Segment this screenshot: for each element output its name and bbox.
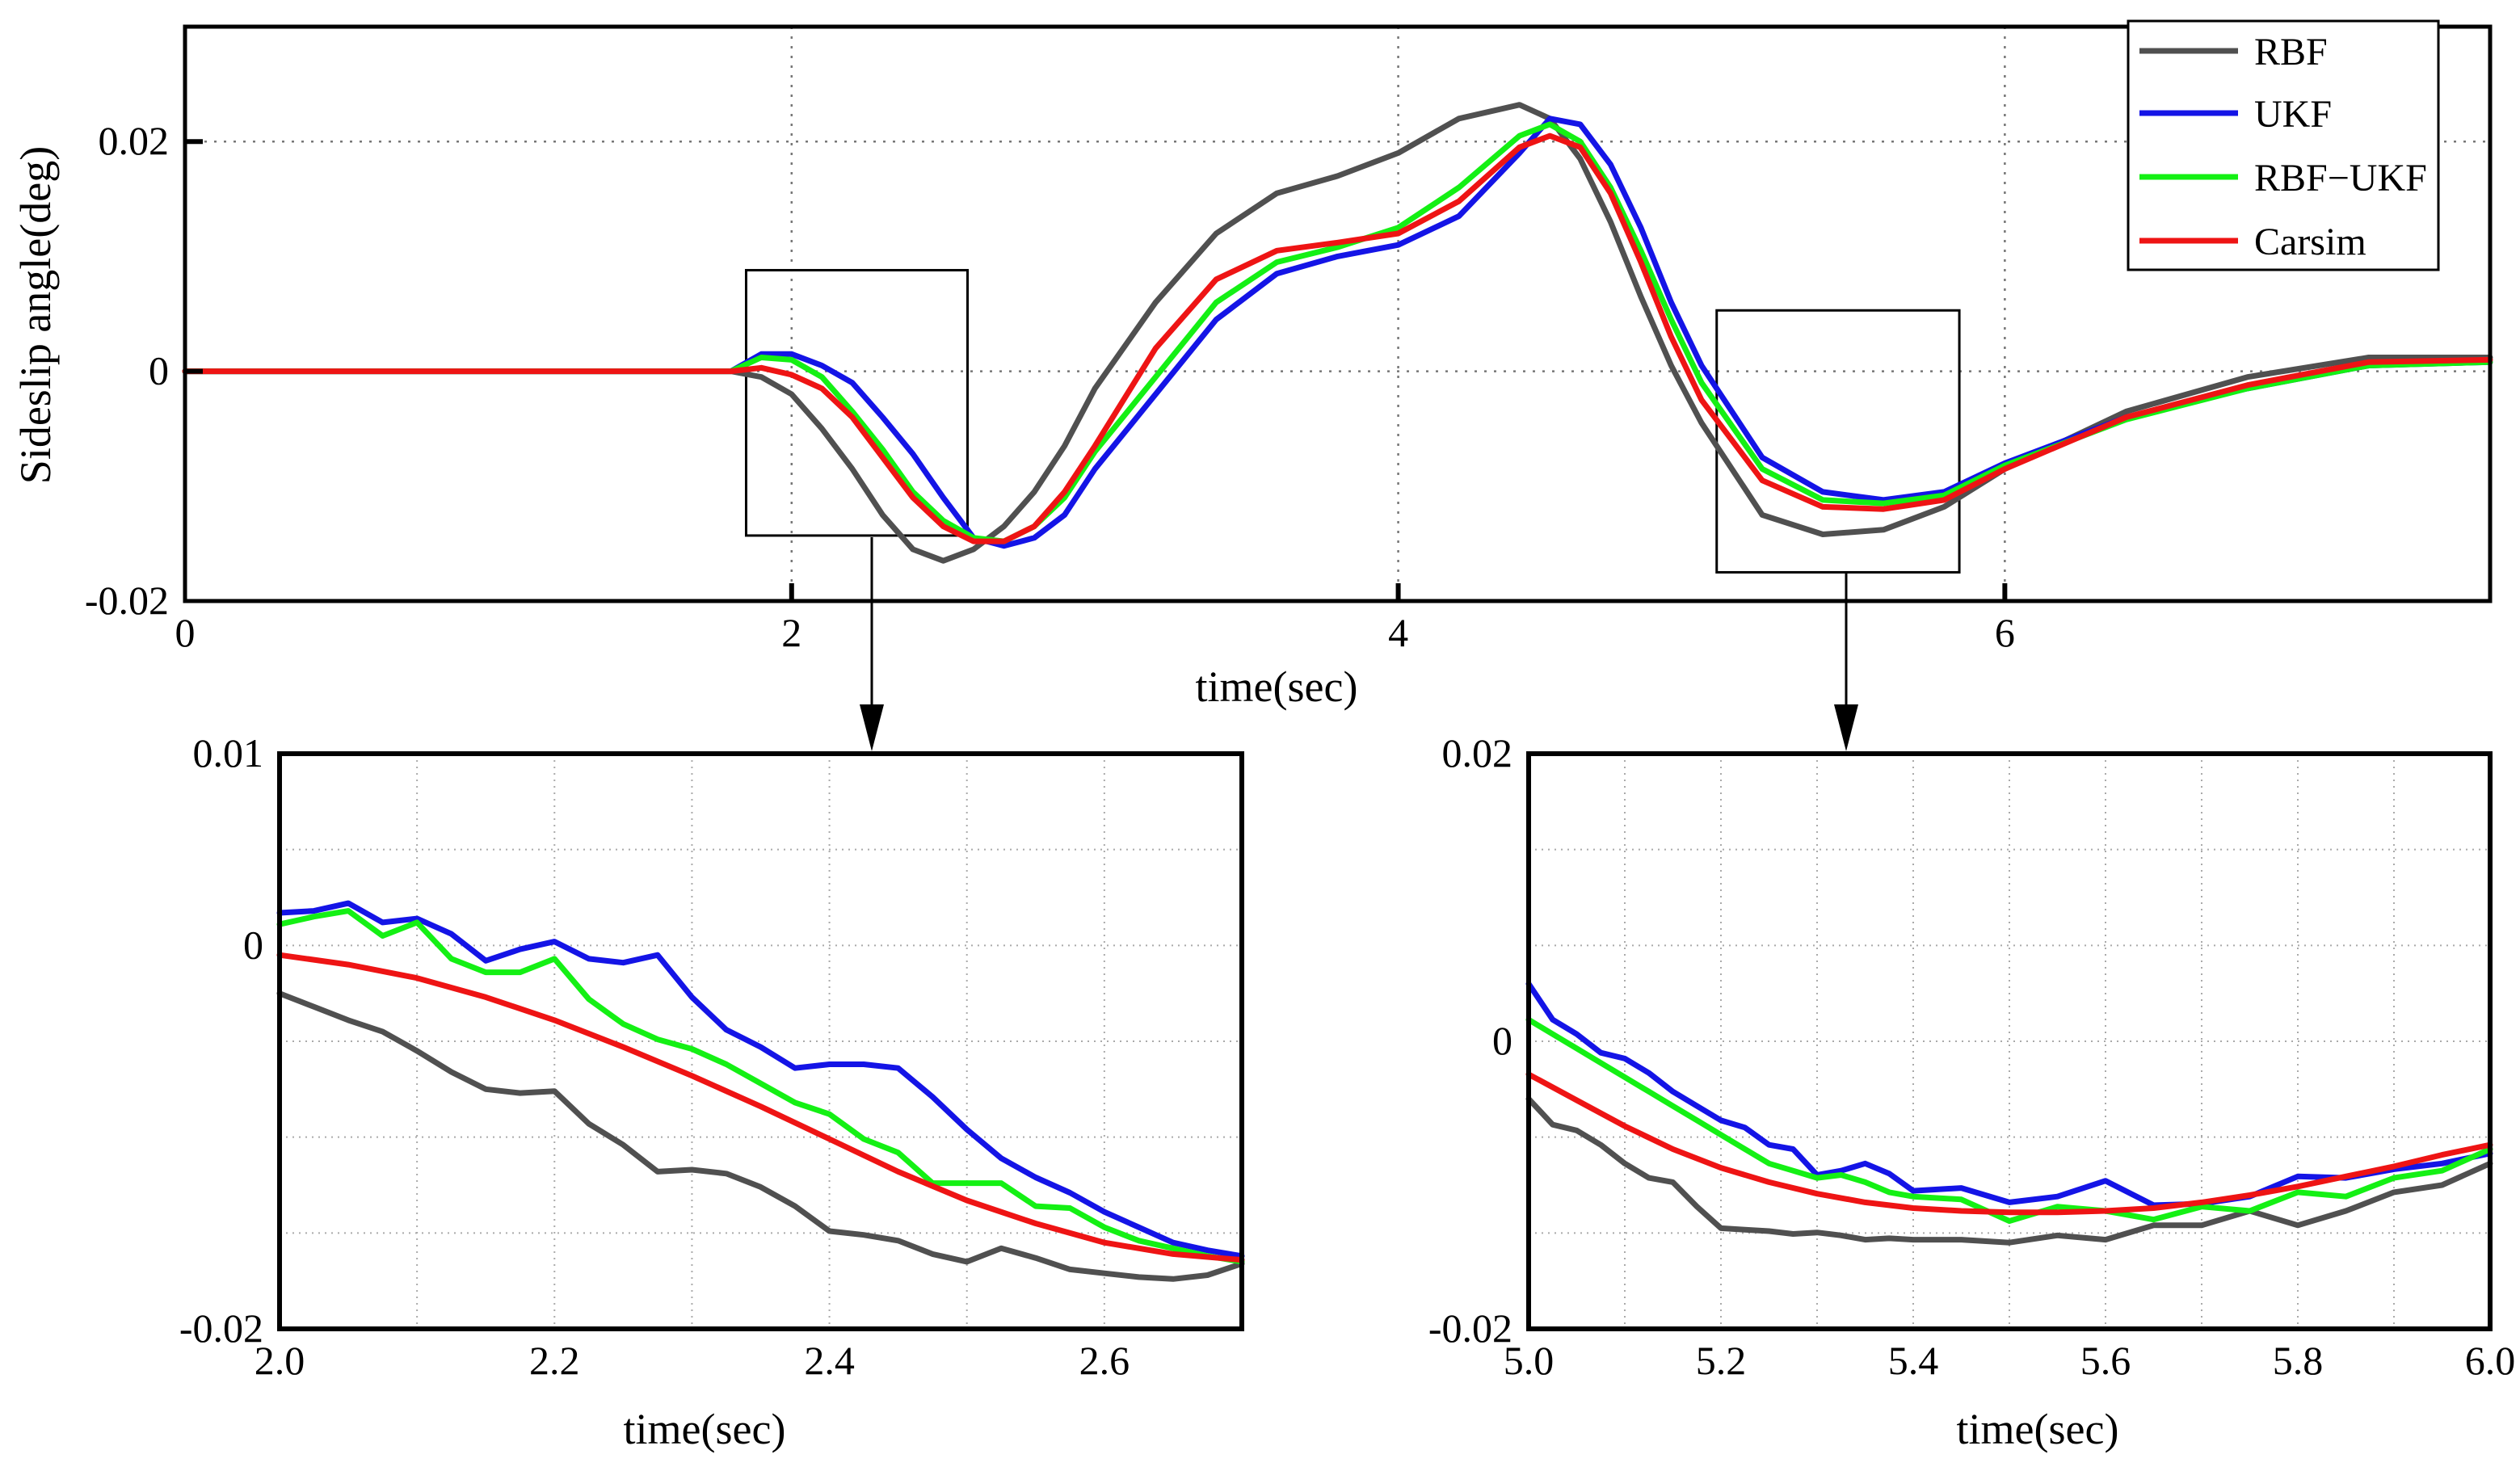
main-series xyxy=(182,102,2493,564)
legend-box xyxy=(2127,19,2440,271)
arrow-head-right xyxy=(1834,704,1858,751)
inset1-xtick-label-1: 2.2 xyxy=(529,1338,580,1383)
main-xtick-label-1: 2 xyxy=(781,610,801,655)
main-xtick-label-0: 0 xyxy=(175,610,196,655)
inset2-xtick-label-4: 5.8 xyxy=(2273,1338,2324,1383)
inset2-plot-frame xyxy=(1526,751,2493,1331)
main-series-rbf xyxy=(182,102,2493,564)
inset1-ticks: 2.0 2.2 2.4 2.6 -0.02 0 0.01 xyxy=(179,730,1130,1383)
inset1-series-carsim xyxy=(276,952,1245,1263)
inset2-ytick-label-0: -0.02 xyxy=(1428,1305,1512,1351)
inset2-series-rbf-ukf xyxy=(1525,1016,2493,1224)
inset2-xtick-label-3: 5.6 xyxy=(2080,1338,2131,1383)
legend-label-rbf-ukf: RBF−UKF xyxy=(2254,157,2427,200)
main-gridlines xyxy=(185,27,2490,601)
inset1-x-axis-label: time(sec) xyxy=(624,1405,786,1453)
inset2-ytick-label-1: 0 xyxy=(1492,1018,1512,1063)
zoom-box-1 xyxy=(744,268,970,537)
inset-panel-5-6s: 5.0 5.2 5.4 5.6 5.8 6.0 -0.02 0 0.02 time(sec) xyxy=(1428,730,2515,1453)
legend-label-carsim: Carsim xyxy=(2254,221,2366,263)
inset2-xtick-label-2: 5.4 xyxy=(1888,1338,1939,1383)
main-series-carsim xyxy=(182,132,2493,544)
legend-label-ukf: UKF xyxy=(2254,93,2332,136)
inset1-series-rbf xyxy=(276,990,1245,1282)
inset2-x-axis-label: time(sec) xyxy=(1957,1405,2119,1453)
inset1-gridlines xyxy=(280,754,1242,1329)
inset2-xtick-label-1: 5.2 xyxy=(1696,1338,1747,1383)
arrow-head-left xyxy=(860,704,884,751)
main-plot-frame xyxy=(183,24,2493,603)
inset1-xtick-label-2: 2.4 xyxy=(804,1338,855,1383)
main-ytick-label-2: 0.02 xyxy=(99,118,170,163)
inset1-ytick-label-0: -0.02 xyxy=(179,1305,263,1351)
zoom-connector-arrows xyxy=(860,537,1858,751)
legend: RBF UKF RBF−UKF Carsim xyxy=(2127,19,2440,271)
inset2-series-ukf xyxy=(1525,981,2493,1208)
inset2-xtick-label-0: 5.0 xyxy=(1504,1338,1554,1383)
inset1-ytick-label-2: 0.01 xyxy=(193,730,264,776)
main-series-ukf xyxy=(182,116,2493,549)
main-xtick-label-2: 4 xyxy=(1388,610,1408,655)
inset-panel-2-2-7s: 2.0 2.2 2.4 2.6 -0.02 0 0.01 time(sec) xyxy=(179,730,1245,1453)
inset1-xtick-label-0: 2.0 xyxy=(255,1338,305,1383)
main-xtick-label-3: 6 xyxy=(1995,610,2015,655)
inset1-series-rbf-ukf xyxy=(276,908,1245,1265)
inset1-ytick-label-1: 0 xyxy=(243,922,263,967)
main-ytick-label-1: 0 xyxy=(149,348,169,393)
main-y-axis-label: Sideslip angle(deg) xyxy=(11,146,60,484)
inset1-xtick-label-3: 2.6 xyxy=(1079,1338,1130,1383)
inset2-series xyxy=(1525,981,2493,1246)
inset2-xtick-label-5: 6.0 xyxy=(2465,1338,2516,1383)
inset2-series-carsim xyxy=(1525,1071,2493,1216)
inset1-series xyxy=(276,900,1245,1282)
main-zoom-boxes xyxy=(744,268,1961,574)
inset1-plot-frame xyxy=(277,751,1244,1331)
inset1-series-ukf xyxy=(276,900,1245,1259)
inset2-series-rbf xyxy=(1525,1095,2493,1246)
main-ytick-label-0: -0.02 xyxy=(85,578,169,623)
main-x-axis-label: time(sec) xyxy=(1196,662,1358,711)
legend-label-rbf: RBF xyxy=(2254,31,2328,74)
inset2-ticks: 5.0 5.2 5.4 5.6 5.8 6.0 -0.02 0 0.02 xyxy=(1428,730,2515,1383)
inset2-ytick-label-2: 0.02 xyxy=(1442,730,1513,776)
